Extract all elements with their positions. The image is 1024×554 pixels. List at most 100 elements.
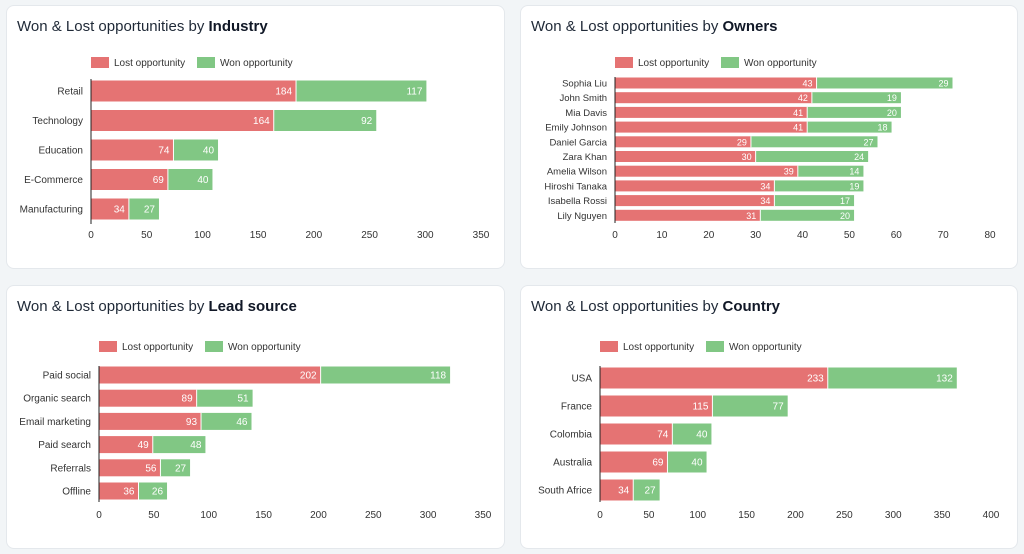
bar-won <box>774 195 855 207</box>
x-tick-label: 20 <box>703 230 715 241</box>
x-tick-label: 250 <box>361 230 378 241</box>
category-label: Lily Nguyen <box>557 211 607 222</box>
x-tick-label: 30 <box>750 230 762 241</box>
data-label-won: 40 <box>197 175 209 186</box>
bar-won <box>138 482 168 500</box>
x-tick-label: 300 <box>417 230 434 241</box>
bar-won <box>672 423 712 445</box>
data-label-lost: 233 <box>807 374 824 385</box>
bar-won <box>173 139 219 161</box>
x-tick-label: 0 <box>597 510 603 521</box>
data-label-won: 27 <box>863 137 873 147</box>
bar-lost <box>615 165 798 177</box>
category-label: Mia Davis <box>565 108 607 119</box>
data-label-lost: 34 <box>760 181 770 191</box>
data-label-won: 40 <box>203 146 215 157</box>
x-tick-label: 60 <box>891 230 903 241</box>
x-tick-label: 0 <box>612 230 618 241</box>
bar-lost <box>600 395 713 417</box>
bar-won <box>273 110 377 131</box>
x-tick-label: 50 <box>141 230 153 241</box>
category-label: South Africe <box>538 486 592 497</box>
category-label: Retail <box>57 87 83 98</box>
bar-lost <box>600 479 634 501</box>
data-label-lost: 31 <box>746 211 756 221</box>
legend-label-won: Won opportunity <box>220 58 293 69</box>
legend-label-lost: Lost opportunity <box>114 58 185 69</box>
legend-swatch-won <box>205 341 223 352</box>
x-tick-label: 100 <box>194 230 211 241</box>
lead-source-chart-card: Won & Lost opportunities by Lead source … <box>6 285 505 549</box>
data-label-lost: 29 <box>737 137 747 147</box>
x-tick-label: 350 <box>934 510 951 521</box>
category-label: Paid social <box>43 371 91 382</box>
category-label: Daniel Garcia <box>549 137 607 148</box>
x-tick-label: 70 <box>938 230 950 241</box>
lead-source-chart-title: Won & Lost opportunities by Lead source <box>17 298 297 315</box>
data-label-lost: 115 <box>692 402 708 413</box>
x-tick-label: 200 <box>787 510 804 521</box>
category-label: Technology <box>32 116 83 127</box>
category-label: France <box>561 402 593 413</box>
legend-label-won: Won opportunity <box>729 342 802 353</box>
bar-lost <box>91 110 274 131</box>
data-label-won: 20 <box>840 211 850 221</box>
data-label-lost: 34 <box>114 205 126 216</box>
data-label-won: 17 <box>840 196 850 206</box>
legend-swatch-won <box>197 57 215 68</box>
category-label: John Smith <box>559 93 607 104</box>
data-label-lost: 41 <box>793 123 803 133</box>
owners-chart-card: Won & Lost opportunities by Owners Lost … <box>520 5 1018 269</box>
bar-won <box>827 367 957 389</box>
title-prefix: Won & Lost opportunities by <box>17 298 209 315</box>
bar-lost <box>615 106 808 118</box>
bar-won <box>320 366 451 384</box>
data-label-won: 132 <box>936 374 953 385</box>
bar-lost <box>99 389 197 407</box>
bar-lost <box>99 412 202 430</box>
data-label-lost: 36 <box>123 487 135 498</box>
data-label-won: 77 <box>773 402 785 413</box>
x-tick-label: 300 <box>420 510 437 521</box>
title-prefix: Won & Lost opportunities by <box>531 18 723 35</box>
data-label-won: 118 <box>430 371 446 382</box>
bar-lost <box>615 136 751 148</box>
data-label-won: 51 <box>237 394 249 405</box>
data-label-won: 48 <box>190 440 202 451</box>
bar-lost <box>615 151 756 162</box>
bar-won <box>296 80 427 102</box>
bar-lost <box>615 180 775 192</box>
title-bold: Industry <box>208 18 268 35</box>
legend-swatch-won <box>706 341 724 352</box>
bar-lost <box>615 121 808 133</box>
bar-won <box>667 451 707 473</box>
data-label-lost: 69 <box>153 175 165 186</box>
x-tick-label: 40 <box>797 230 809 241</box>
owners-chart: Lost opportunity Won opportunity 0 10 20 30 40… <box>544 57 996 241</box>
bar-lost <box>99 366 321 384</box>
industry-chart: Lost opportunity Won opportunity 0 50 100 150… <box>20 57 490 241</box>
bar-lost <box>600 451 668 473</box>
data-label-won: 40 <box>696 430 708 441</box>
bar-won <box>160 459 191 477</box>
category-label: Amelia Wilson <box>547 167 607 178</box>
industry-chart-card: Won & Lost opportunities by Industry Los… <box>6 5 505 269</box>
category-label: Hiroshi Tanaka <box>544 181 607 192</box>
bar-won <box>167 169 213 190</box>
data-label-won: 29 <box>938 79 948 89</box>
category-label: E-Commerce <box>24 175 83 186</box>
data-label-won: 26 <box>152 487 164 498</box>
data-label-lost: 184 <box>275 87 292 98</box>
bar-won <box>807 106 901 118</box>
bar-won <box>797 165 864 177</box>
x-tick-label: 10 <box>656 230 668 241</box>
category-label: Education <box>39 146 83 157</box>
legend-swatch-lost <box>615 57 633 68</box>
x-tick-label: 200 <box>306 230 323 241</box>
x-tick-label: 0 <box>96 510 102 521</box>
legend-swatch-won <box>721 57 739 68</box>
x-tick-label: 50 <box>148 510 160 521</box>
data-label-lost: 74 <box>158 146 170 157</box>
data-label-lost: 93 <box>186 417 198 428</box>
data-label-lost: 43 <box>803 79 813 89</box>
